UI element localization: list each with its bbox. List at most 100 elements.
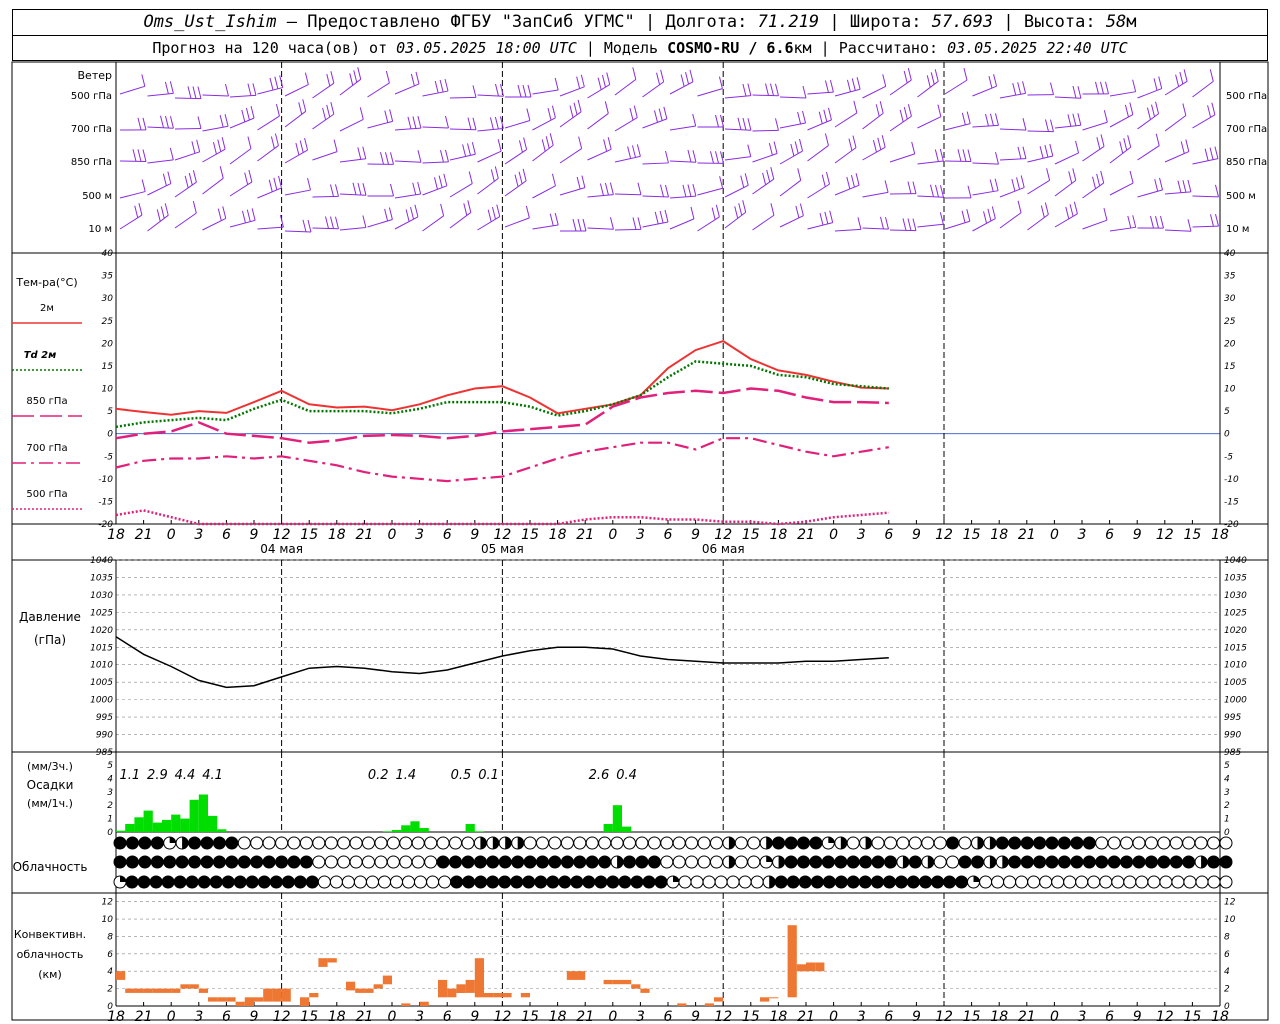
wind-barb-feather — [994, 152, 999, 165]
y-tick-label: 30 — [1224, 294, 1236, 304]
wind-barb-feather — [197, 116, 202, 129]
wind-barb-feather — [715, 114, 719, 128]
precip-total-label: 4.4 — [175, 768, 196, 783]
wind-barb-feather — [462, 144, 467, 157]
y-tick-label: 1035 — [90, 573, 113, 583]
wind-barb-feather — [188, 172, 193, 186]
cloud-symbol — [275, 836, 289, 850]
wind-barb-feather — [247, 83, 252, 96]
wind-barb-feather — [770, 83, 774, 96]
wind-level-label: 850 гПа — [71, 157, 112, 168]
wind-barb-feather — [877, 137, 882, 150]
wind-barb-feather — [405, 209, 410, 222]
wind-barb-feather — [718, 76, 723, 89]
wind-barb — [834, 147, 857, 164]
wind-barb-feather — [1183, 69, 1188, 82]
cloud-symbol — [337, 836, 351, 850]
wind-barb-feather — [1022, 146, 1027, 159]
cloud-symbol — [919, 875, 932, 889]
conv-bar — [327, 958, 337, 963]
cloud-symbol — [560, 855, 574, 869]
y-tick-label: 1035 — [1224, 573, 1247, 583]
wind-barb-feather — [325, 216, 329, 229]
wind-barb-feather — [797, 111, 802, 125]
wind-barb-feather — [799, 138, 804, 152]
wind-barb-feather — [821, 174, 826, 187]
cloud-symbol — [212, 855, 226, 869]
cloud-symbol — [1144, 855, 1158, 869]
wind-barb-feather — [742, 117, 747, 131]
wind-barb — [339, 158, 366, 163]
wind-barb-feather — [1153, 78, 1158, 91]
x-tick-label: 15 — [742, 527, 760, 543]
wind-barb — [834, 228, 861, 232]
x-tick-label: 21 — [135, 1009, 153, 1024]
cloud-symbol — [1195, 875, 1209, 889]
wind-barb — [504, 217, 530, 228]
lon-value: 71.219 — [757, 12, 820, 32]
wind-barb — [1137, 88, 1162, 99]
wind-barb-feather — [654, 110, 658, 123]
precip-bar — [208, 815, 218, 832]
wind-barb — [422, 90, 449, 97]
wind-barb-feather — [967, 149, 972, 162]
wind-barb — [1027, 130, 1054, 133]
x-tick-label: 15 — [521, 527, 539, 543]
cloud-symbol — [1082, 836, 1096, 850]
wind-barb-feather — [322, 107, 327, 120]
wind-barb-feather — [710, 151, 714, 164]
conv-bar — [263, 988, 273, 1002]
wind-barb-feather — [467, 200, 472, 213]
cloud-half — [902, 856, 909, 868]
wind-barb-feather — [217, 208, 222, 221]
y-tick-label: 6 — [107, 950, 113, 960]
wind-barb-feather — [298, 102, 303, 115]
cloud-symbol — [287, 855, 301, 869]
wind-barb — [504, 180, 527, 197]
precip-total-label: 0.2 — [368, 768, 389, 783]
wind-barb-feather — [251, 208, 256, 221]
wind-barb-feather — [390, 183, 394, 197]
y-tick-label: 985 — [96, 748, 113, 758]
wind-barb-feather — [939, 148, 944, 162]
wind-barb — [422, 161, 449, 164]
wind-barb-feather — [1129, 102, 1134, 115]
wind-barb-feather — [330, 184, 334, 197]
wind-barb — [779, 122, 806, 129]
x-tick-label: 18 — [107, 527, 125, 543]
x-tick-label: 12 — [493, 527, 511, 543]
x-tick-label: 3 — [636, 1009, 645, 1024]
wind-barb-feather — [879, 101, 884, 114]
y-tick-label: 995 — [1224, 713, 1241, 723]
wind-barb-feather — [903, 70, 908, 84]
conv-bar — [355, 988, 365, 993]
cloud-symbol — [1095, 855, 1109, 869]
cloud-symbol — [209, 875, 223, 889]
cloud-half — [492, 837, 499, 849]
wind-barb-feather — [597, 77, 602, 90]
wind-barb-feather — [1214, 184, 1219, 198]
y-tick-label: 1 — [1224, 815, 1230, 825]
wind-barb-feather — [1096, 173, 1101, 186]
wind-barb-feather — [1177, 180, 1182, 193]
cloud-symbol — [1183, 875, 1197, 889]
wind-barb — [862, 146, 886, 161]
precipitation-panel: 0 0 1 1 2 2 3 3 4 4 5 5 (мм/3ч.) Осадки (мм/1ч.) 1.1 2.9… — [27, 752, 1230, 838]
wind-barb — [394, 216, 419, 230]
cloud-symbol — [281, 875, 295, 889]
wind-barb-feather — [279, 75, 284, 88]
cloud-symbol — [233, 875, 247, 889]
y-tick-label: -15 — [1224, 497, 1239, 507]
wind-barb-feather — [326, 104, 331, 118]
precip-bar — [116, 830, 126, 832]
cloud-symbol — [237, 836, 251, 850]
cloud-symbol — [523, 855, 537, 869]
cloud-symbol — [200, 836, 214, 850]
convective-panel: 0 0 2 2 4 4 6 6 8 8 10 10 12 12 18 21 0 3 6 9 12 15 18 21 0 3 6 9 12… — [14, 893, 1236, 1024]
wind-barb — [834, 184, 860, 196]
conv-bar — [631, 984, 641, 989]
wind-barb-feather — [472, 85, 477, 98]
cloud-symbol — [548, 836, 562, 850]
x-tick-label: 21 — [355, 527, 373, 543]
precip-bar — [152, 822, 162, 832]
